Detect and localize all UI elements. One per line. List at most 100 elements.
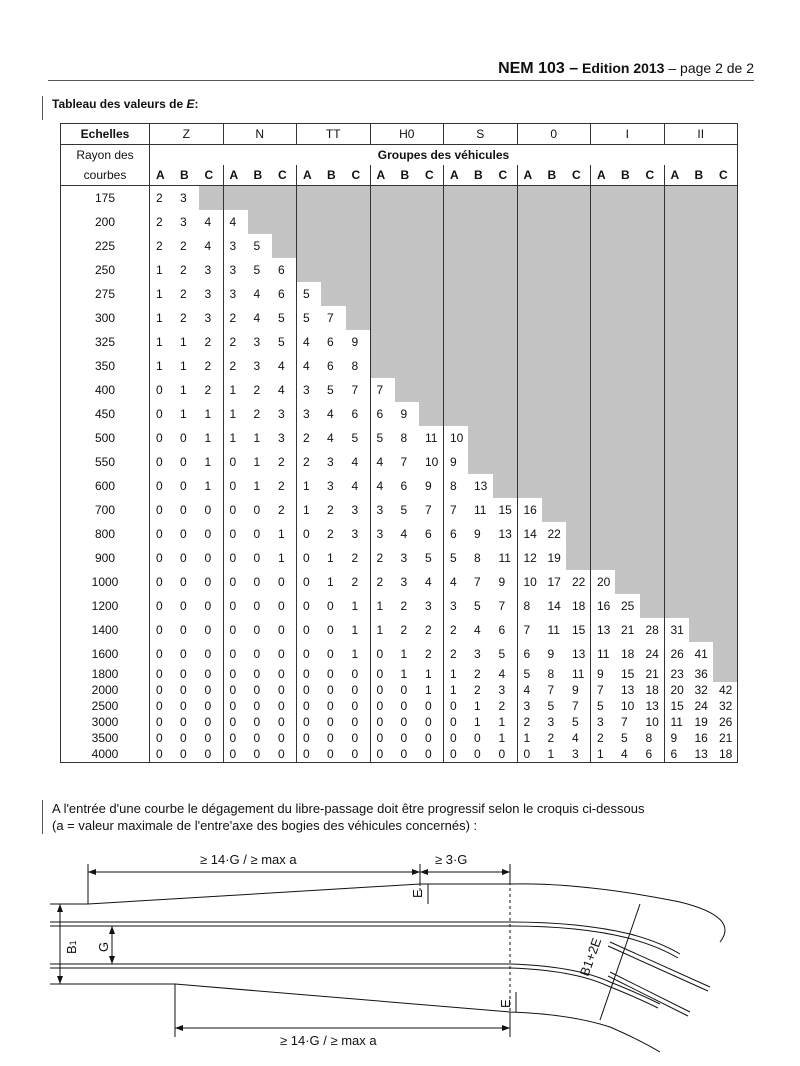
value-cell [492, 210, 517, 234]
value-cell [443, 402, 468, 426]
table-row: 900 0 0 0 0 0 1 0 1 2 2 3 5 5 8 11 12 19 [60, 546, 738, 570]
arrow-head [502, 1025, 510, 1031]
radius-cell: 300 [60, 306, 150, 330]
value-cell: 1 [180, 383, 187, 397]
g-label: G [96, 942, 111, 952]
value-cell [394, 234, 419, 258]
value-cell: 1 [425, 683, 432, 697]
value-cell [713, 618, 738, 642]
value-cell [590, 185, 615, 210]
value-cell [492, 426, 517, 450]
value-cell: 3 [498, 683, 506, 697]
table-row: 350 1 1 2 2 3 4 4 6 8 [60, 354, 738, 378]
value-cell: 0 [253, 599, 261, 613]
value-cell [615, 546, 640, 570]
value-cell: 0 [222, 594, 248, 618]
groups-header: Groupes des véhicules [149, 144, 738, 165]
value-cell: 2 [590, 730, 615, 746]
value-cell: 0 [149, 618, 174, 642]
value-cell: 3 [222, 234, 248, 258]
value-cell: 0 [222, 682, 248, 698]
value-cell [639, 498, 664, 522]
table-row: 1400 0 0 0 0 0 0 0 0 1 1 2 2 2 4 6 7 11 15 13 21 28 31 [60, 618, 738, 642]
note-line-1: A l'entrée d'une courbe le dégagement du… [52, 801, 645, 816]
value-cell: 0 [198, 746, 223, 763]
value-cell: 0 [204, 667, 212, 681]
vehicle-group-header: A [663, 165, 689, 186]
value-cell: 5 [369, 426, 395, 450]
value-cell [713, 642, 738, 666]
value-cell [639, 546, 664, 570]
value-cell: 22 [547, 527, 561, 541]
vehicle-group-header: C [566, 165, 591, 186]
radius-header: Rayon des [60, 144, 150, 165]
value-cell: 21 [713, 730, 738, 746]
value-cell: 4 [351, 455, 359, 469]
value-cell: 21 [621, 623, 635, 637]
value-cell: 10 [443, 426, 468, 450]
value-cell [713, 474, 738, 498]
scale-header: Z [149, 123, 223, 145]
table-row: 225 2 2 4 3 5 [60, 234, 738, 258]
rail-curve-bottom-2 [607, 975, 689, 1017]
value-cell: 2 [204, 359, 212, 373]
value-cell: 11 [547, 623, 560, 637]
value-cell [468, 258, 493, 282]
value-cell: 0 [474, 731, 481, 745]
value-cell [615, 474, 640, 498]
value-cell: 0 [443, 714, 468, 730]
radius-cell: 900 [60, 546, 150, 570]
value-cell: 0 [327, 731, 334, 745]
edition: Edition 2013 [582, 60, 665, 76]
radius-cell: 2000 [60, 682, 150, 698]
value-cell: 4 [296, 354, 321, 378]
value-cell: 2 [400, 623, 408, 637]
value-cell: 6 [425, 527, 432, 541]
value-cell: 0 [296, 642, 321, 666]
value-cell [222, 185, 248, 210]
value-cell: 0 [253, 647, 261, 661]
value-cell: 3 [222, 258, 248, 282]
vehicle-group-header: C [198, 165, 223, 186]
table-row: 1600 0 0 0 0 0 0 0 0 1 0 1 2 2 3 5 6 9 13 11 18 24 26 41 [60, 642, 738, 666]
value-cell [468, 330, 493, 354]
value-cell [516, 330, 542, 354]
arrow-head [175, 1025, 183, 1031]
radius-cell: 350 [60, 354, 150, 378]
value-cell: 19 [547, 551, 561, 565]
value-cell: 0 [516, 746, 542, 763]
value-cell [688, 354, 713, 378]
table-row: 600 0 0 1 0 1 2 1 3 4 4 6 9 8 13 [60, 474, 738, 498]
value-cell: 3 [400, 575, 408, 589]
value-cell [663, 450, 689, 474]
value-cell [345, 306, 370, 330]
value-cell [369, 282, 395, 306]
value-cell [541, 426, 566, 450]
value-cell: 22 [572, 575, 586, 589]
value-cell: 3 [253, 359, 261, 373]
value-cell: 7 [400, 455, 408, 469]
value-cell: 1 [425, 667, 432, 681]
value-cell: 13 [474, 479, 488, 493]
table-row: 1000 0 0 0 0 0 0 0 1 2 2 3 4 4 7 9 10 17 22 20 [60, 570, 738, 594]
value-cell [663, 354, 689, 378]
value-cell [590, 450, 615, 474]
value-cell: 11 [474, 503, 487, 517]
curve-label: B1+2E [577, 936, 605, 978]
value-cell: 6 [516, 642, 542, 666]
table-row: 175 2 3 [60, 185, 738, 210]
value-cell [713, 282, 738, 306]
change-bar [42, 800, 43, 834]
value-cell: 0 [253, 715, 261, 729]
value-cell [419, 354, 444, 378]
scale-header: H0 [369, 123, 444, 145]
value-cell [713, 450, 738, 474]
value-cell [394, 378, 419, 402]
value-cell [443, 378, 468, 402]
value-cell: 3 [369, 498, 395, 522]
scale-header: I [590, 123, 664, 145]
value-cell: 1 [278, 551, 285, 565]
value-cell [492, 378, 517, 402]
value-cell: 3 [327, 479, 334, 493]
value-cell: 4 [369, 474, 395, 498]
